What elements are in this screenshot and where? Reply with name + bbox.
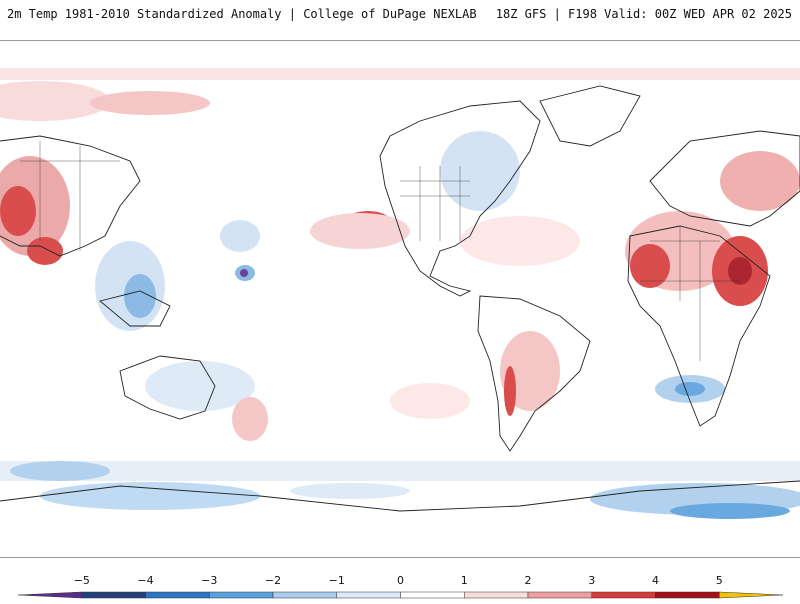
colorbar-tick-label: 3 xyxy=(588,574,595,587)
political-borders xyxy=(20,141,740,361)
east-asia-outline xyxy=(0,135,141,257)
colorbar-segment xyxy=(209,591,274,599)
colorbar-tick-label: −2 xyxy=(265,574,281,587)
colorbar-segment xyxy=(719,591,784,599)
maritime-se-asia-outline xyxy=(99,290,171,327)
colorbar-tick-label: 1 xyxy=(461,574,468,587)
colorbar-graphic: −5 −4 −3 −2 −1 0 1 2 3 4 5 xyxy=(17,574,784,599)
colorbar-segment xyxy=(400,591,465,599)
colorbar-tick-label: −3 xyxy=(201,574,217,587)
colorbar-tick-label: 0 xyxy=(397,574,404,587)
header-bar: 2m Temp 1981-2010 Standardized Anomaly |… xyxy=(0,0,800,40)
greenland-outline xyxy=(539,85,641,147)
colorbar-segment xyxy=(527,591,592,599)
australia-outline xyxy=(119,355,216,420)
world-anomaly-map xyxy=(0,40,800,558)
colorbar-tick-label: −1 xyxy=(329,574,345,587)
map-title: 2m Temp 1981-2010 Standardized Anomaly |… xyxy=(7,7,477,21)
north-america-outline xyxy=(379,100,541,297)
map-canvas xyxy=(0,68,800,519)
africa-outline xyxy=(627,225,771,427)
colorbar-segment xyxy=(464,591,529,599)
colorbar-tick-label: 4 xyxy=(652,574,659,587)
colorbar-tick-label: 2 xyxy=(525,574,532,587)
colorbar-segment xyxy=(655,591,720,599)
colorbar-segment xyxy=(145,591,210,599)
colorbar-tick-label: 5 xyxy=(716,574,723,587)
colorbar-segment xyxy=(336,591,401,599)
colorbar-tick-label: −5 xyxy=(74,574,90,587)
colorbar-segment xyxy=(591,591,656,599)
model-run-info: 18Z GFS | F198 Valid: 00Z WED APR 02 202… xyxy=(495,7,792,21)
colorbar-segment xyxy=(272,591,337,599)
europe-asia-outline xyxy=(649,130,800,227)
antarctica-outline xyxy=(0,480,800,512)
colorbar-segment xyxy=(17,591,82,599)
colorbar-segment xyxy=(81,591,146,599)
south-america-outline xyxy=(477,295,591,452)
coastlines xyxy=(0,85,800,512)
colorbar: −5 −4 −3 −2 −1 0 1 2 3 4 5 xyxy=(0,566,800,600)
colorbar-tick-label: −4 xyxy=(137,574,153,587)
